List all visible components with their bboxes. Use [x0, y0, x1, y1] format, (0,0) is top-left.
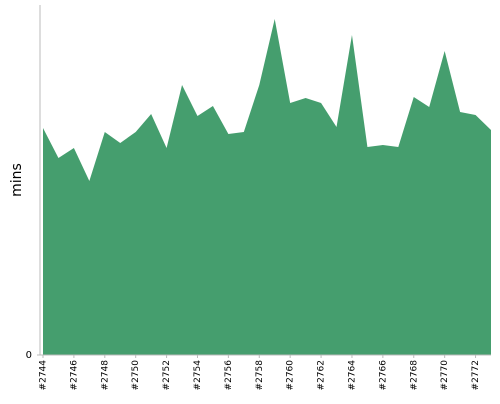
x-tick-label: #2768 — [409, 360, 419, 391]
x-tick-label: #2750 — [131, 360, 141, 391]
x-tick-label: #2770 — [440, 360, 450, 391]
x-tick-label: #2766 — [378, 360, 388, 391]
x-tick-label: #2754 — [193, 360, 203, 391]
x-tick-label: #2762 — [317, 360, 327, 390]
area — [43, 19, 491, 355]
x-tick-label: #2772 — [471, 360, 481, 390]
x-tick-label: #2748 — [100, 360, 110, 391]
x-tick-label: #2760 — [286, 360, 296, 391]
x-tick-label: #2752 — [162, 360, 172, 390]
x-tick-label: #2746 — [69, 360, 79, 391]
x-tick-label: #2756 — [224, 360, 234, 391]
y-axis-label: mins — [9, 163, 25, 197]
x-tick-label: #2758 — [255, 360, 265, 391]
x-tick-label: #2744 — [39, 360, 49, 391]
y-tick-label: 0 — [26, 350, 32, 361]
x-tick-label: #2764 — [347, 360, 357, 391]
